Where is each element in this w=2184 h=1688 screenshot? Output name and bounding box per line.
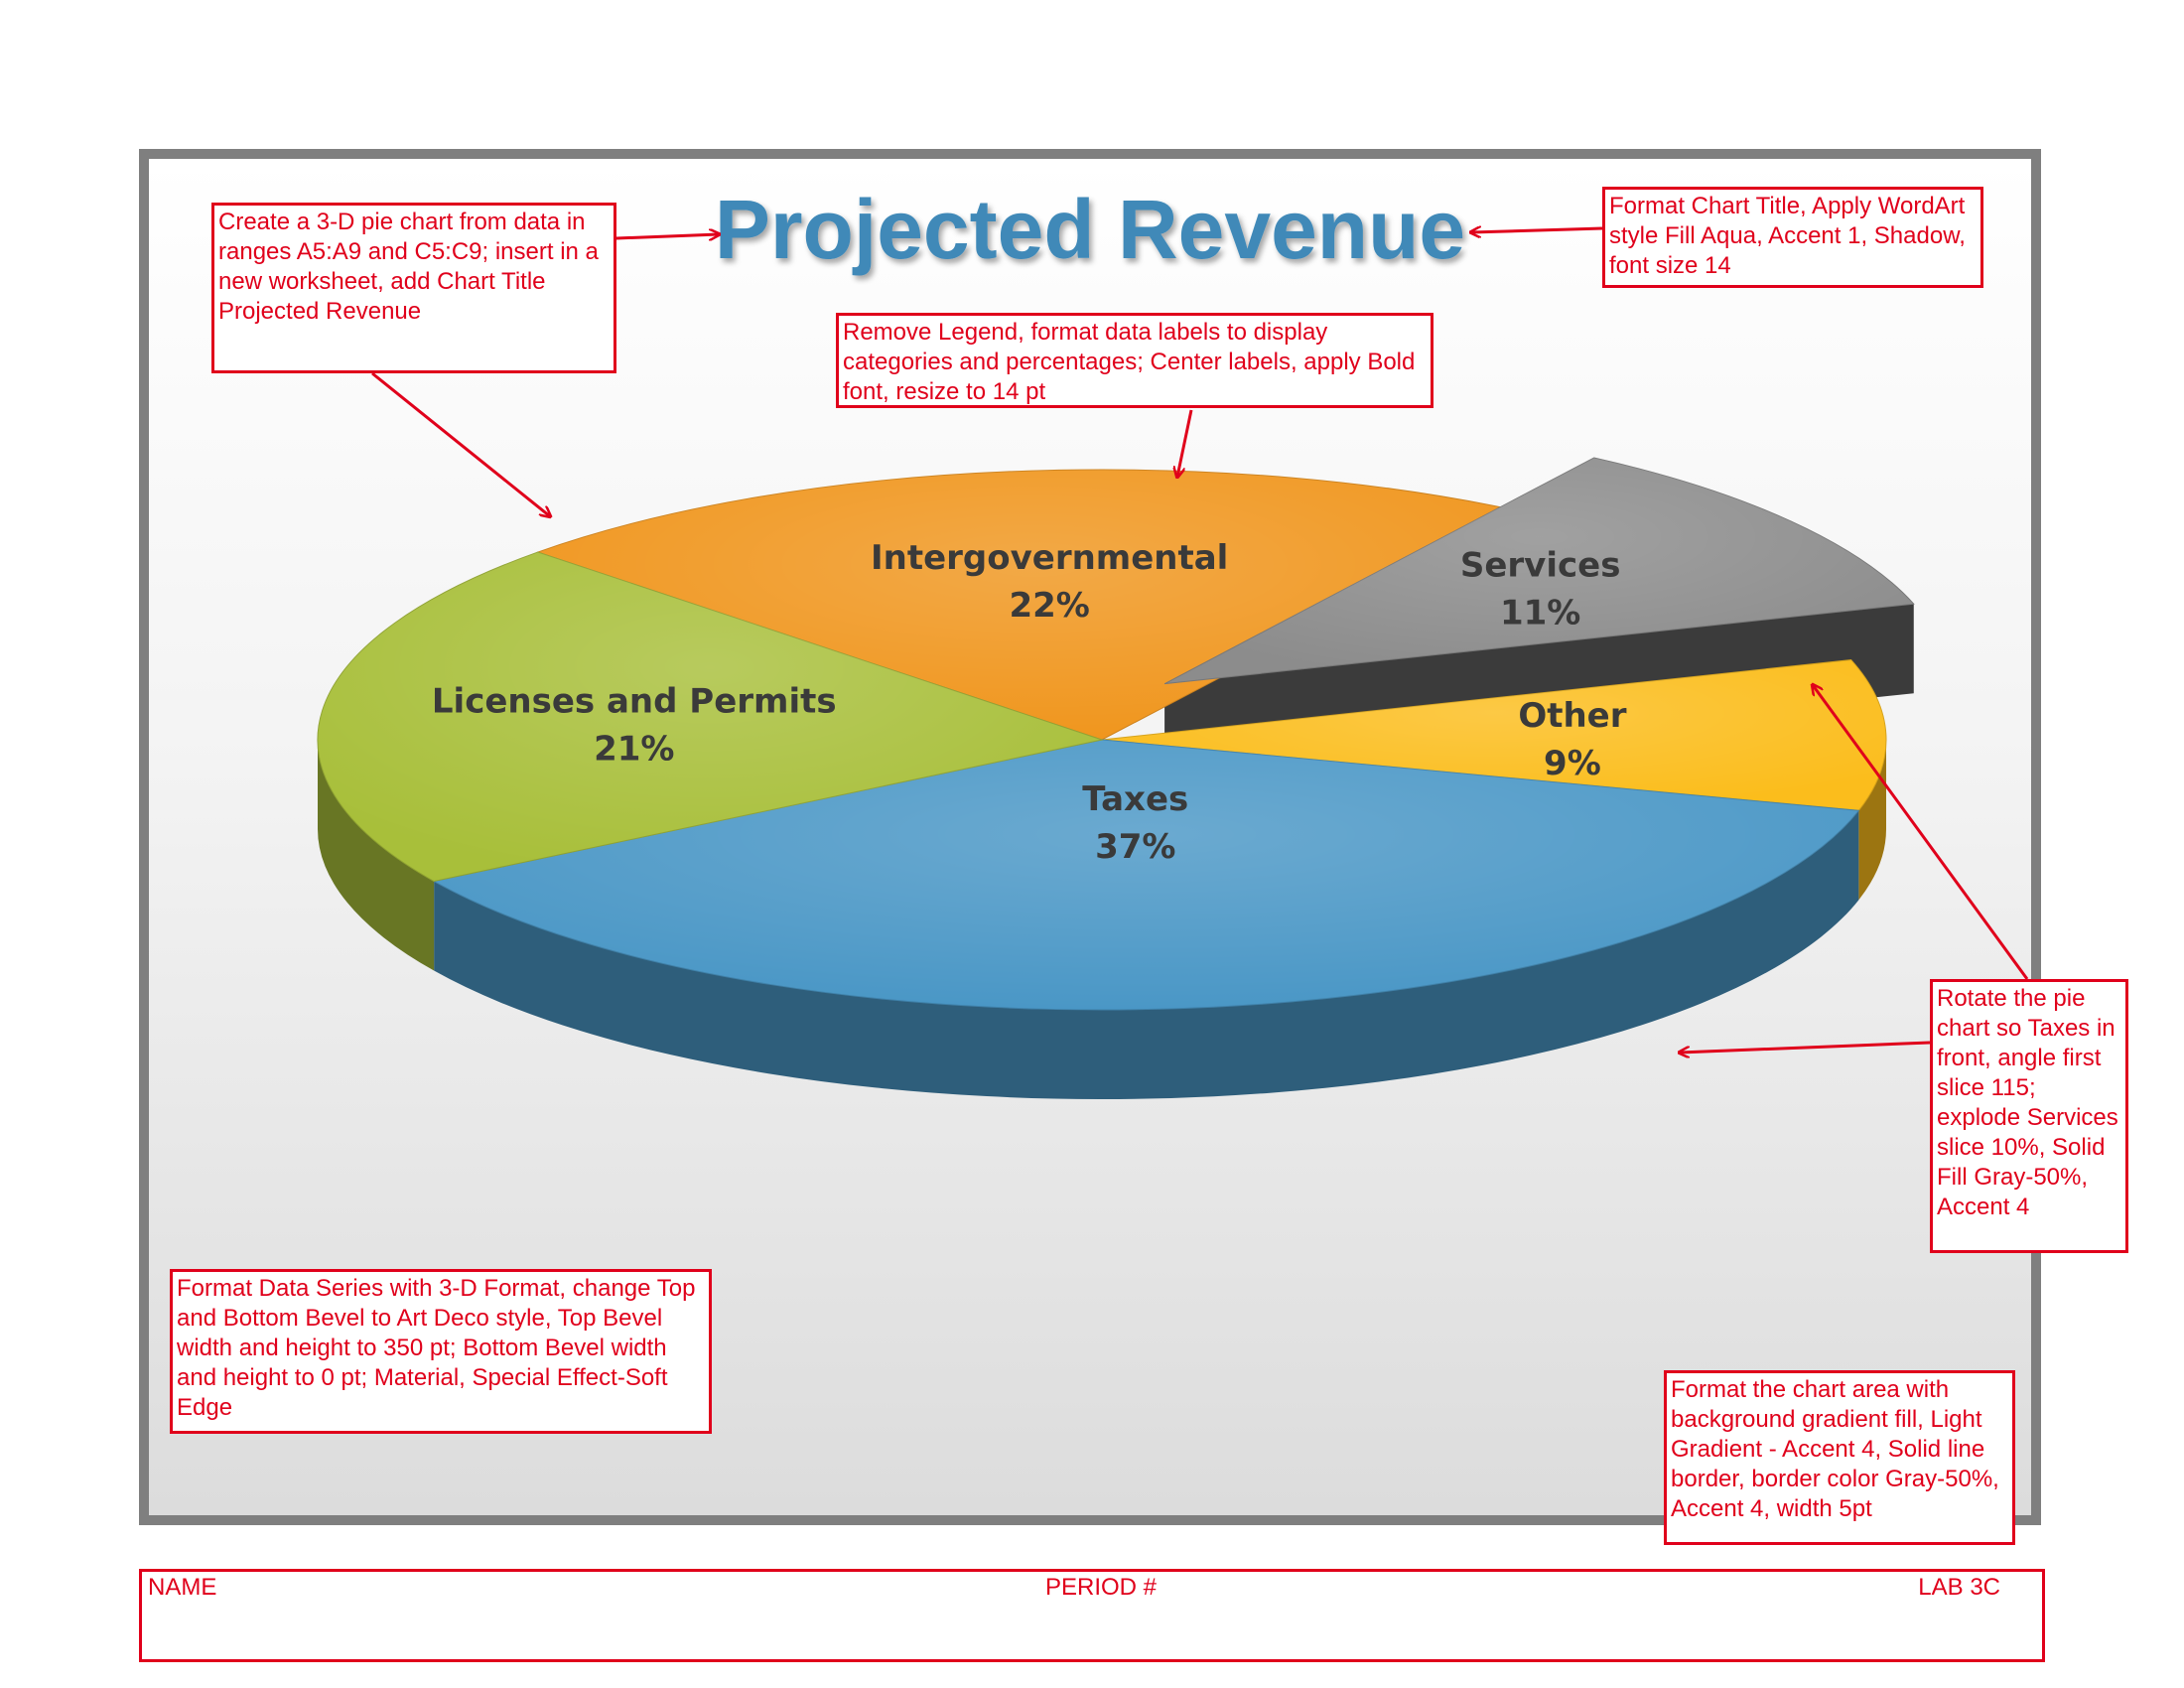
data-label-percent-other: 9%	[1544, 744, 1601, 783]
pie-sheen-other	[1102, 659, 1886, 811]
annotation-title-format: Format Chart Title, Apply WordArt style …	[1602, 187, 1983, 288]
pie-side-licenses-and-permits	[318, 740, 435, 971]
pie-side-taxes	[434, 810, 1859, 1099]
data-label-category-licenses-and-permits: Licenses and Permits	[432, 681, 837, 721]
pie-sheen-intergovernmental	[537, 470, 1532, 740]
name-label: NAME	[148, 1574, 217, 1601]
annotation-create-chart: Create a 3-D pie chart from data in rang…	[211, 203, 616, 373]
data-label-category-services: Services	[1460, 545, 1621, 585]
annotation-chart-area-format: Format the chart area with background gr…	[1664, 1370, 2015, 1545]
data-label-percent-intergovernmental: 22%	[1009, 586, 1089, 626]
pie-chart: Intergovernmental 22% Services 11% Other 9% Ta…	[317, 183, 1915, 1099]
data-label-percent-licenses-and-permits: 21%	[594, 729, 674, 769]
chart-title: Projected Revenue	[715, 183, 1465, 276]
data-label-percent-services: 11%	[1500, 593, 1580, 633]
student-info-bar: NAME PERIOD # LAB 3C	[139, 1569, 2045, 1662]
data-label-percent-taxes: 37%	[1095, 827, 1175, 867]
pie-tops	[317, 457, 1915, 1011]
pie-sheen-licenses-and-permits	[318, 552, 1103, 882]
pie-sheen-taxes	[434, 740, 1859, 1010]
annotation-series-format: Format Data Series with 3-D Format, chan…	[170, 1269, 712, 1434]
data-label-category-taxes: Taxes	[1082, 779, 1188, 819]
data-label-category-intergovernmental: Intergovernmental	[871, 538, 1228, 578]
pie-sheen-services	[1164, 458, 1914, 684]
data-labels: Intergovernmental 22% Services 11% Other 9% Ta…	[432, 538, 1627, 867]
lab-label: LAB 3C	[1918, 1574, 2000, 1601]
annotation-data-labels: Remove Legend, format data labels to dis…	[836, 313, 1433, 408]
period-label: PERIOD #	[1045, 1574, 1158, 1601]
data-label-category-other: Other	[1518, 696, 1626, 736]
annotation-rotate-explode: Rotate the pie chart so Taxes in front, …	[1930, 979, 2128, 1253]
